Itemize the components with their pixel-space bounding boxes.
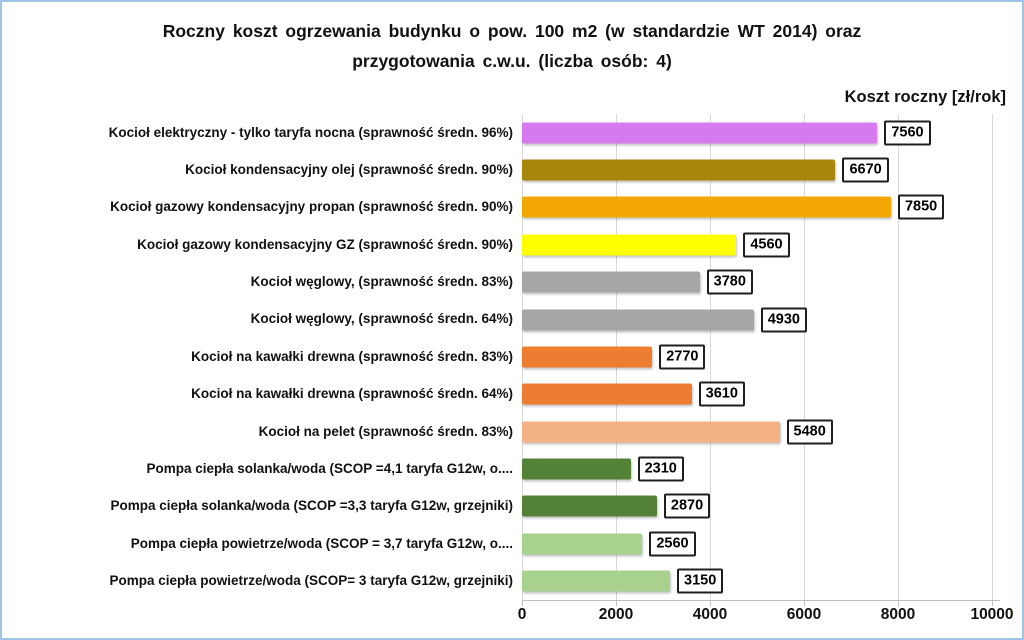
bar-row: Pompa ciepła solanka/woda (SCOP =4,1 tar… (2, 450, 1016, 487)
category-label: Kocioł gazowy kondensacyjny GZ (sprawnoś… (137, 236, 513, 252)
x-tick-label: 6000 (786, 606, 822, 623)
value-label: 7850 (897, 194, 945, 220)
bar-track: 3610 (522, 376, 1016, 413)
value-label: 3610 (698, 381, 745, 407)
category-label: Pompa ciepła solanka/woda (SCOP =4,1 tar… (146, 460, 513, 476)
bar (522, 271, 700, 293)
bar (522, 122, 878, 144)
gridline (710, 114, 711, 600)
tick-mark (710, 601, 711, 606)
category-label: Kocioł kondensacyjny olej (sprawność śre… (185, 161, 513, 177)
value-label: 3150 (677, 568, 724, 594)
bar (522, 234, 737, 256)
x-tick-label: 8000 (880, 606, 916, 623)
bar (522, 421, 780, 443)
bar (522, 533, 643, 555)
bar-track: 5480 (522, 413, 1016, 450)
category-label: Kocioł elektryczny - tylko taryfa nocna … (108, 124, 513, 140)
bar-row: Pompa ciepła solanka/woda (SCOP =3,3 tar… (2, 488, 1016, 525)
value-label: 2310 (637, 456, 684, 482)
category-label: Kocioł gazowy kondensacyjny propan (spra… (110, 199, 513, 215)
value-label: 2560 (649, 531, 696, 557)
bar-row: Kocioł kondensacyjny olej (sprawność śre… (2, 151, 1016, 188)
category-label: Kocioł węglowy, (sprawność średn. 64%) (250, 311, 513, 327)
bar-row: Pompa ciepła powietrze/woda (SCOP = 3,7 … (2, 525, 1016, 562)
x-axis: 0 2000 4000 6000 8000 10000 (518, 606, 1014, 630)
bar-rows: Kocioł elektryczny - tylko taryfa nocna … (2, 114, 1016, 600)
x-tick-label: 0 (517, 606, 527, 623)
bar-track: 7560 (522, 114, 1016, 151)
x-tick-label: 10000 (970, 606, 1014, 623)
x-tick-label: 4000 (692, 606, 728, 623)
chart-title: Roczny koszt ogrzewania budynku o pow. 1… (162, 21, 862, 71)
category-label: Pompa ciepła powietrze/woda (SCOP= 3 tar… (109, 573, 514, 589)
category-label: Kocioł węglowy, (sprawność średn. 83%) (250, 274, 513, 290)
bar-row: Kocioł węglowy, (sprawność średn. 64%) 49… (2, 301, 1016, 338)
bar-track: 2870 (522, 488, 1016, 525)
value-label: 2770 (659, 344, 706, 370)
bar (522, 570, 671, 592)
value-label: 4930 (760, 307, 807, 333)
tick-mark (616, 601, 617, 606)
bar-track: 4560 (522, 226, 1016, 263)
tick-mark (804, 601, 805, 606)
bar-track: 6670 (522, 151, 1016, 188)
bar-row: Kocioł elektryczny - tylko taryfa nocna … (2, 114, 1016, 151)
bar-track: 2770 (522, 338, 1016, 375)
value-label: 4560 (743, 232, 790, 258)
value-label: 5480 (786, 419, 833, 445)
category-label: Pompa ciepła powietrze/woda (SCOP = 3,7 … (130, 535, 513, 551)
bar-row: Kocioł węglowy, (sprawność średn. 83%) 37… (2, 264, 1016, 301)
bar (522, 495, 657, 517)
bar-track: 3150 (522, 563, 1016, 600)
x-tick-label: 2000 (598, 606, 634, 623)
axis-title: Koszt roczny [zł/rok] (844, 88, 1006, 106)
value-label: 7560 (884, 120, 931, 146)
bar-track: 2560 (522, 525, 1016, 562)
tick-mark (898, 601, 899, 606)
bar (522, 383, 692, 405)
bar-track: 7850 (522, 189, 1016, 226)
category-label: Kocioł na kawałki drewna (sprawność śred… (191, 386, 513, 402)
value-label: 3780 (706, 269, 753, 295)
value-label: 6670 (842, 157, 889, 183)
value-label: 2870 (663, 493, 711, 519)
bar-track: 2310 (522, 450, 1016, 487)
bar-row: Kocioł gazowy kondensacyjny GZ (sprawnoś… (2, 226, 1016, 263)
bar-row: Pompa ciepła powietrze/woda (SCOP= 3 tar… (2, 563, 1016, 600)
bar-row: Kocioł na kawałki drewna (sprawność śred… (2, 376, 1016, 413)
tick-mark (992, 601, 993, 606)
bar (522, 159, 836, 181)
bar (522, 196, 891, 218)
bar-track: 4930 (522, 301, 1016, 338)
x-axis-line (522, 600, 1000, 601)
bar (522, 309, 754, 331)
bar (522, 458, 631, 480)
bar (522, 346, 653, 368)
category-label: Pompa ciepła solanka/woda (SCOP =3,3 tar… (110, 498, 513, 514)
gridline (898, 114, 899, 600)
bar-row: Kocioł na kawałki drewna (sprawność śred… (2, 338, 1016, 375)
gridline (992, 114, 993, 600)
bar-track: 3780 (522, 264, 1016, 301)
gridline (804, 114, 805, 600)
category-label: Kocioł na kawałki drewna (sprawność śred… (191, 348, 513, 364)
category-label: Kocioł na pelet (sprawność średn. 83%) (258, 423, 513, 439)
bar-row: Kocioł na pelet (sprawność średn. 83%) 54… (2, 413, 1016, 450)
bar-row: Kocioł gazowy kondensacyjny propan (spra… (2, 189, 1016, 226)
tick-mark (522, 601, 523, 606)
